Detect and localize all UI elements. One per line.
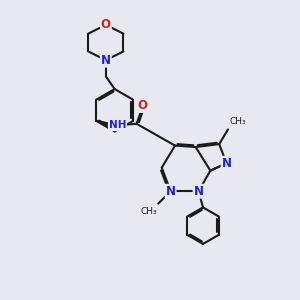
Text: N: N (101, 54, 111, 67)
Text: O: O (137, 99, 147, 112)
Text: N: N (194, 185, 204, 198)
Text: CH₃: CH₃ (140, 206, 157, 215)
Text: N: N (222, 157, 232, 170)
Text: O: O (101, 18, 111, 32)
Text: NH: NH (109, 120, 126, 130)
Text: CH₃: CH₃ (230, 117, 246, 126)
Text: N: N (166, 185, 176, 198)
